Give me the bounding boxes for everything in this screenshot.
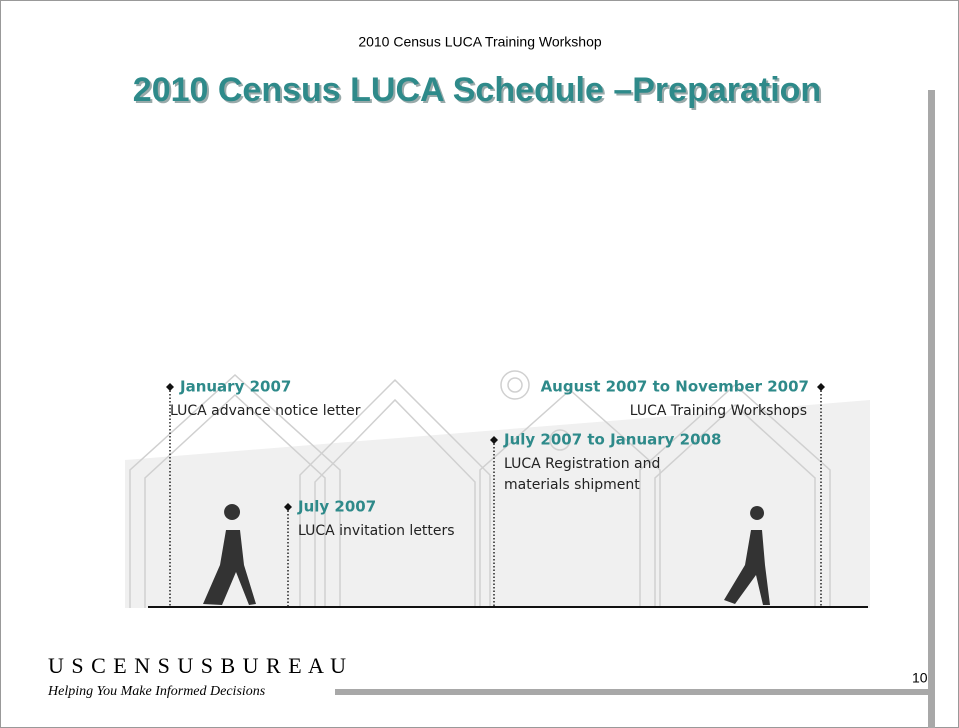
page-number: 10	[912, 670, 928, 686]
slide: 2010 Census LUCA Training Workshop 2010 …	[0, 0, 959, 728]
event-date: August 2007 to November 2007	[541, 378, 809, 396]
bottom-bar	[335, 689, 935, 695]
event-date: July 2007	[297, 498, 376, 516]
footer-brand: U S C E N S U S B U R E A U	[48, 653, 347, 678]
header-subtitle: 2010 Census LUCA Training Workshop	[358, 34, 602, 50]
event-description: LUCA Registration and	[504, 456, 660, 472]
right-bar	[928, 90, 935, 728]
footer-tagline: Helping You Make Informed Decisions	[47, 684, 266, 699]
event-description: LUCA Training Workshops	[630, 403, 807, 419]
header-title: 2010 Census LUCA Schedule –Preparation	[133, 71, 821, 109]
event-date: July 2007 to January 2008	[503, 431, 721, 449]
event-description: LUCA advance notice letter	[170, 403, 361, 419]
event-description: LUCA invitation letters	[298, 523, 455, 539]
event-date: January 2007	[179, 378, 291, 396]
event-description: materials shipment	[504, 477, 640, 493]
